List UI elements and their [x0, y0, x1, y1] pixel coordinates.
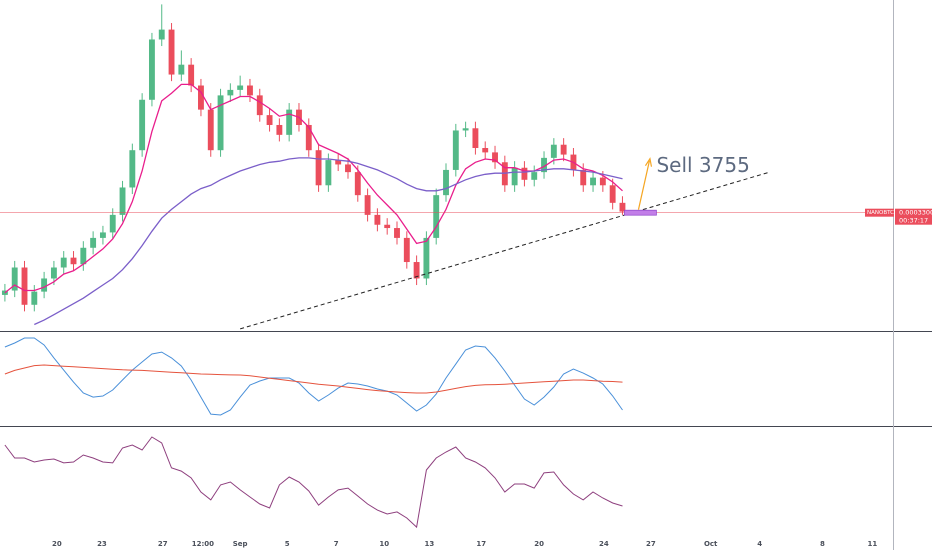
candle-body: [80, 247, 87, 265]
candle-body: [148, 39, 155, 100]
candle-body: [188, 64, 195, 86]
candle-body: [109, 214, 116, 233]
x-tick-label: Sep: [233, 540, 248, 548]
moving-average: [34, 157, 623, 326]
candle-body: [384, 224, 391, 229]
candle-body: [423, 237, 430, 279]
indicator-line: [4, 337, 623, 416]
candle-body: [178, 64, 185, 75]
candle-body: [227, 89, 234, 96]
x-tick-label: 12:00: [192, 540, 214, 548]
candle-body: [531, 172, 538, 180]
x-tick-label: 27: [158, 540, 168, 548]
symbol-box: [865, 208, 894, 217]
candle-body: [276, 124, 283, 135]
candle-body: [492, 152, 498, 163]
candle-body: [1, 290, 8, 295]
candle-body: [345, 164, 351, 173]
symbol-label: NANOBTC: [867, 210, 894, 216]
candle-body: [482, 148, 489, 153]
candle-body: [139, 99, 146, 151]
last-price-label: 0.0003300: [899, 209, 932, 217]
candle-body: [560, 144, 567, 155]
moving-average: [4, 83, 623, 294]
annotation: Sell 3755: [656, 153, 749, 177]
candle-body: [60, 257, 67, 268]
candle-body: [580, 169, 587, 186]
candle-body: [50, 267, 57, 279]
candle-body: [325, 160, 332, 186]
trendline: [240, 171, 770, 330]
x-tick-label: 10: [379, 540, 389, 548]
candle-body: [335, 160, 342, 165]
x-tick-label: 8: [820, 540, 825, 548]
indicator-line: [4, 364, 623, 394]
price-box: [895, 208, 932, 225]
candle-body: [247, 85, 253, 96]
x-tick-label: 27: [646, 540, 656, 548]
x-tick-label: Oct: [704, 540, 718, 548]
candle-body: [207, 109, 214, 151]
candle-body: [452, 130, 459, 170]
candle-body: [129, 150, 136, 188]
x-tick-label: 13: [424, 540, 434, 548]
countdown: 00:37:17: [899, 217, 928, 225]
candle-body: [443, 169, 449, 196]
marks: Sell 3755: [0, 4, 893, 529]
candle-body: [266, 115, 273, 125]
x-tick-label: 20: [534, 540, 544, 548]
candle-body: [305, 124, 312, 151]
candle-body: [237, 85, 244, 90]
arrow-head: [644, 157, 653, 167]
candle-body: [403, 237, 410, 263]
candle-body: [168, 29, 175, 75]
position-box: [624, 209, 657, 216]
x-tick-label: 5: [285, 540, 290, 548]
candle-body: [354, 172, 361, 196]
candle-body: [99, 232, 106, 238]
candle-body: [462, 128, 469, 131]
x-tick-label: 17: [476, 540, 486, 548]
candle-body: [31, 291, 38, 305]
candle-body: [158, 29, 165, 40]
candle-body: [394, 228, 400, 238]
x-tick-label: 23: [97, 540, 107, 548]
candle-body: [511, 167, 518, 186]
indicator-line: [4, 436, 623, 529]
candle-body: [286, 109, 293, 135]
candle-body: [550, 144, 557, 158]
candle-body: [619, 202, 626, 212]
candle-body: [11, 267, 18, 291]
candle-body: [364, 195, 371, 215]
candle-body: [119, 187, 126, 215]
x-tick-label: 4: [757, 540, 762, 548]
candle-body: [90, 237, 97, 248]
candle-body: [217, 95, 224, 151]
x-tick-label: 7: [334, 540, 339, 548]
candle-body: [41, 278, 48, 292]
candle-body: [21, 267, 28, 305]
candle-body: [521, 167, 528, 180]
x-tick-label: 20: [52, 540, 62, 548]
projection-arrow: [637, 160, 651, 210]
candle-body: [599, 177, 606, 186]
candle-body: [315, 150, 322, 186]
candle-body: [472, 128, 479, 149]
candle-body: [609, 185, 616, 203]
candle-body: [433, 195, 440, 238]
candle-body: [413, 262, 420, 279]
candle-body: [198, 85, 204, 110]
x-tick-label: 24: [599, 540, 609, 548]
candle-body: [541, 157, 547, 173]
x-tick-label: 11: [868, 540, 878, 548]
candle-body: [374, 214, 381, 225]
candle-body: [256, 95, 263, 116]
candle-body: [70, 257, 77, 265]
candle-body: [590, 177, 596, 186]
